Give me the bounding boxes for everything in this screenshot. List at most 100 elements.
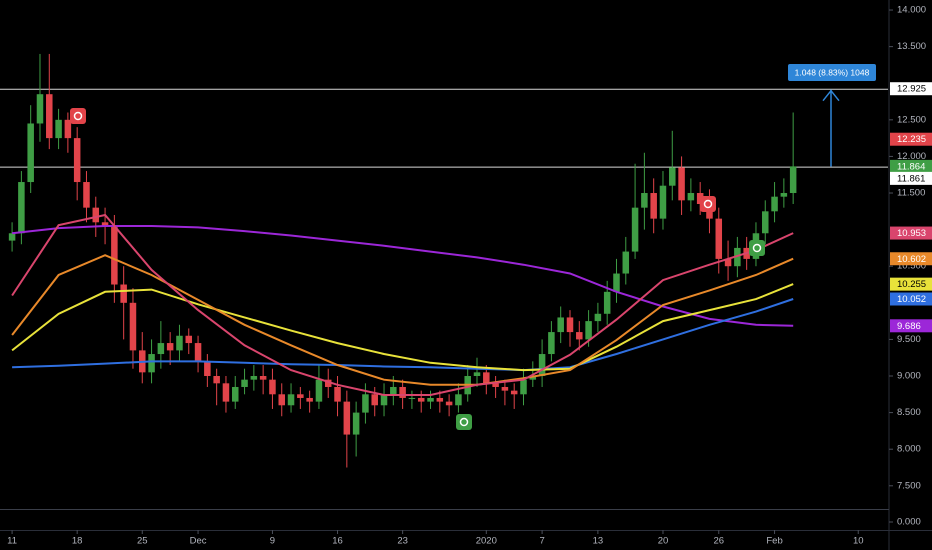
candle-body [241,379,248,387]
price-label-box [890,292,932,306]
moving-average-line [11,283,794,372]
candle-body [408,397,416,399]
candle-body [101,222,109,226]
candle-body [166,343,174,351]
candle-body [483,372,490,384]
candle-body [157,343,165,355]
y-tick-label: 12.000 [897,151,926,162]
candle-body [148,354,155,373]
price-label-box [890,159,932,173]
signal-icon-glyph [459,417,469,427]
moving-average-line [12,298,794,372]
plot-area: 1.048 (8.83%) 1048 [0,53,888,468]
candle-body [734,247,741,267]
measure-box [788,64,876,81]
candle-body [594,313,602,322]
candle-body [715,218,723,259]
candle-body [417,397,425,402]
candle-body [557,317,564,333]
x-tick-label: 2020 [476,536,497,547]
price-label: 10.602 [897,254,926,265]
candle-body [576,332,583,340]
x-tick-label: 23 [397,536,408,547]
candle-body [362,394,369,413]
candle-body [473,372,481,377]
price-label: 12.235 [897,134,926,145]
x-tick-label: 11 [7,536,17,547]
candle-body [380,394,388,406]
candle-body [343,401,351,435]
candle-body [669,167,676,186]
candle-body [613,273,620,292]
y-tick-label: 14.000 [897,5,926,16]
price-label: 9.686 [897,321,921,332]
y-tick-label: 9.000 [897,371,921,382]
x-tick-label: 10 [853,536,864,547]
candle-body [352,412,360,435]
x-tick-label: 13 [593,536,604,547]
candle-body [436,397,444,402]
candle-body [18,182,25,234]
candle-body [641,193,648,208]
price-label: 10.255 [897,279,926,290]
candle-body [213,376,220,384]
y-tick-label: 9.500 [897,334,921,345]
candle-body [762,211,769,234]
candle-body [111,225,118,285]
y-tick-label: 11.500 [897,188,925,199]
candle-body [603,291,611,314]
candle-body [83,182,90,208]
price-label: 10.953 [897,228,926,239]
y-tick-label: 8.500 [897,407,921,418]
candle-body [399,386,406,398]
candle-body [427,397,434,402]
candle-body [176,335,183,351]
y-tick-label: 8.000 [897,444,921,455]
price-label-box [890,319,932,333]
candle-body [194,343,202,362]
candle-body [585,321,592,340]
candle-body [73,138,81,183]
measure-label: 1.048 (8.83%) 1048 [795,67,870,77]
candle-body [120,284,127,303]
candle-body [306,397,313,402]
signal-icon-glyph [752,243,762,253]
price-label-box [890,171,932,185]
candle-body [287,394,295,406]
measure-arrow-head [822,89,840,102]
moving-average-line [11,254,794,386]
y-tick-label: 13.500 [897,41,926,52]
price-label: 11.864 [897,161,925,172]
x-tick-label: 25 [137,536,148,547]
x-tick-label: 9 [270,536,275,547]
candle-body [548,332,555,355]
candle-body [36,94,44,124]
candle-body [780,193,788,197]
price-label-box [890,132,932,146]
candle-body [334,386,341,402]
candle-body [724,258,732,267]
candle-body [510,390,518,395]
candle-body [204,361,211,377]
candle-body [371,394,378,406]
candle-body [501,386,509,391]
candle-body [445,401,453,406]
y-tick-label: 10.500 [897,261,926,272]
signal-icon [70,108,86,124]
lower-pane-tick-label: 0.000 [897,517,921,528]
candle-body [185,335,193,344]
overlay: 14.000 13.500 12.500 12.000 11.500 10.500 9.50… [7,5,932,547]
price-label-box [890,82,932,96]
price-label: 12.925 [897,84,926,95]
candle-body [455,394,462,406]
x-tick-label: Dec [190,536,207,547]
candle-body [771,196,778,212]
x-tick-label: 18 [72,536,83,547]
candle-body [92,207,100,223]
candle-body [566,317,574,333]
moving-average-line [11,213,794,396]
candle-body [678,167,685,201]
candle-body [222,383,230,402]
